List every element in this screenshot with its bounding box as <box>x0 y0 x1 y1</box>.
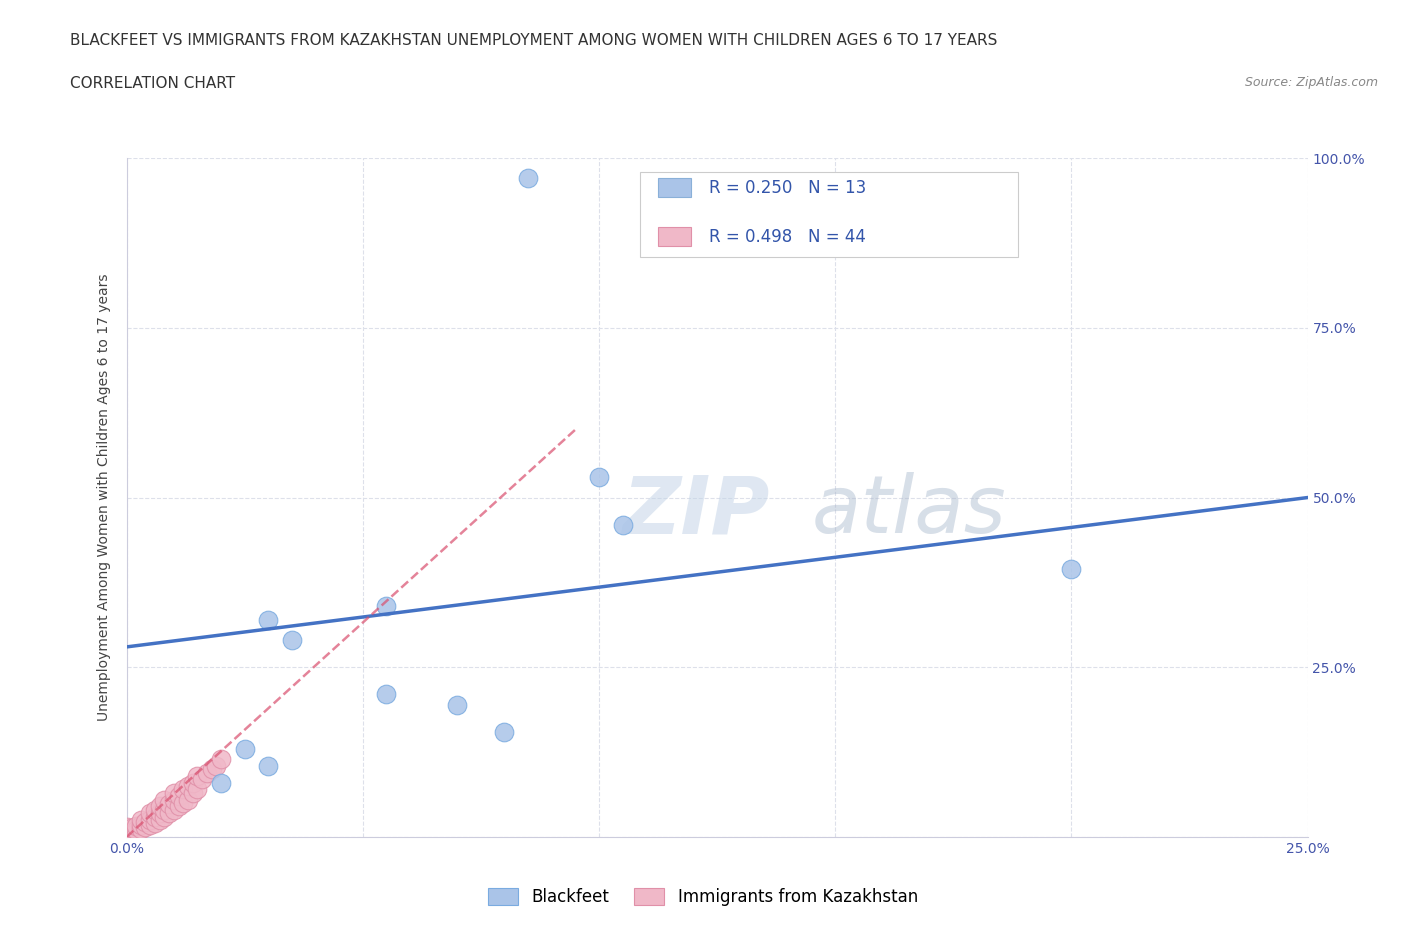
Point <box>163 792 186 807</box>
Point <box>233 741 256 756</box>
Point <box>139 813 162 828</box>
Point <box>129 821 152 836</box>
Point <box>153 792 176 807</box>
Point <box>191 772 214 787</box>
Point <box>209 751 232 766</box>
Point <box>120 824 142 839</box>
Point <box>181 776 204 790</box>
FancyBboxPatch shape <box>658 179 692 197</box>
Point <box>153 803 176 817</box>
Text: R = 0.498   N = 44: R = 0.498 N = 44 <box>709 228 866 246</box>
Point <box>139 805 162 820</box>
Point <box>153 809 176 824</box>
Point <box>281 632 304 647</box>
Text: BLACKFEET VS IMMIGRANTS FROM KAZAKHSTAN UNEMPLOYMENT AMONG WOMEN WITH CHILDREN A: BLACKFEET VS IMMIGRANTS FROM KAZAKHSTAN … <box>70 33 998 47</box>
Point <box>129 813 152 828</box>
Point <box>1060 562 1083 577</box>
Point <box>209 776 232 790</box>
Text: ZIP: ZIP <box>623 472 770 551</box>
FancyBboxPatch shape <box>658 227 692 246</box>
Point <box>149 805 172 820</box>
Point <box>125 823 148 838</box>
Text: CORRELATION CHART: CORRELATION CHART <box>70 76 235 91</box>
Point <box>375 687 398 702</box>
Point <box>143 816 166 830</box>
FancyBboxPatch shape <box>640 172 1018 257</box>
Point <box>494 724 516 739</box>
Point <box>125 818 148 833</box>
Point <box>195 765 218 780</box>
Point <box>129 817 152 832</box>
Point <box>115 819 138 834</box>
Point <box>115 826 138 841</box>
Text: R = 0.250   N = 13: R = 0.250 N = 13 <box>709 179 866 197</box>
Point <box>120 821 142 836</box>
Point <box>163 803 186 817</box>
Point <box>115 823 138 838</box>
Point <box>143 809 166 824</box>
Point <box>163 786 186 801</box>
Point <box>186 768 208 783</box>
Point <box>375 599 398 614</box>
Text: Source: ZipAtlas.com: Source: ZipAtlas.com <box>1244 76 1378 89</box>
Point <box>446 698 468 712</box>
Point <box>177 792 200 807</box>
Point <box>181 786 204 801</box>
Point <box>257 758 280 773</box>
Point <box>134 819 156 834</box>
Point <box>167 799 190 814</box>
Point <box>134 815 156 830</box>
Y-axis label: Unemployment Among Women with Children Ages 6 to 17 years: Unemployment Among Women with Children A… <box>97 273 111 722</box>
Point <box>143 803 166 817</box>
Point <box>200 762 222 777</box>
Legend: Blackfeet, Immigrants from Kazakhstan: Blackfeet, Immigrants from Kazakhstan <box>481 881 925 912</box>
Point <box>172 782 194 797</box>
Point <box>257 612 280 627</box>
Point <box>172 796 194 811</box>
Point <box>588 470 610 485</box>
Point <box>177 778 200 793</box>
Point <box>167 789 190 804</box>
Text: atlas: atlas <box>811 472 1007 551</box>
Point <box>186 782 208 797</box>
Point <box>139 817 162 832</box>
Point <box>157 797 180 812</box>
Point <box>149 813 172 828</box>
Point <box>157 805 180 820</box>
Point <box>149 799 172 814</box>
Point <box>205 758 228 773</box>
Point <box>517 171 540 186</box>
Point <box>612 517 634 532</box>
